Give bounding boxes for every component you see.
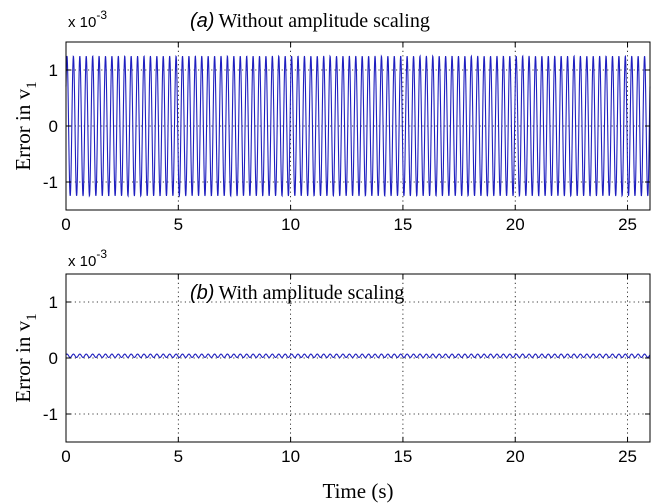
exponent-label-a: x 10-3 (68, 8, 107, 31)
y-tick-label: 0 (49, 117, 58, 136)
x-tick-label: 25 (618, 215, 637, 234)
x-tick-label: 15 (393, 447, 412, 466)
y-tick-label: -1 (43, 405, 58, 424)
x-tick-label: 10 (281, 447, 300, 466)
y-tick-label: 1 (49, 61, 58, 80)
x-tick-label: 20 (506, 215, 525, 234)
x-tick-label: 0 (61, 215, 70, 234)
y-axis-label-b: Error in v1 (11, 313, 40, 402)
y-tick-label: -1 (43, 173, 58, 192)
x-axis-label: Time (s) (323, 479, 394, 503)
x-tick-label: 5 (174, 447, 183, 466)
exponent-label-b: x 10-3 (68, 247, 107, 270)
y-tick-label: 1 (49, 293, 58, 312)
y-tick-label: 0 (49, 349, 58, 368)
x-tick-label: 5 (174, 215, 183, 234)
x-tick-label: 10 (281, 215, 300, 234)
x-tick-label: 15 (393, 215, 412, 234)
chart-title-a: (a) Without amplitude scaling (190, 10, 430, 32)
x-tick-label: 20 (506, 447, 525, 466)
y-axis-label-a: Error in v1 (11, 81, 40, 170)
x-tick-label: 25 (618, 447, 637, 466)
chart-title-b: (b) With amplitude scaling (190, 282, 404, 304)
panel-b: 0 5 10 15 20 25 -1 0 1 x 10-3 (b) With amplitude … (11, 247, 650, 503)
x-tick-label: 0 (61, 447, 70, 466)
panel-a: 0 5 10 15 20 25 -1 0 1 x 10-3 (a) Without amplitu… (11, 8, 650, 234)
